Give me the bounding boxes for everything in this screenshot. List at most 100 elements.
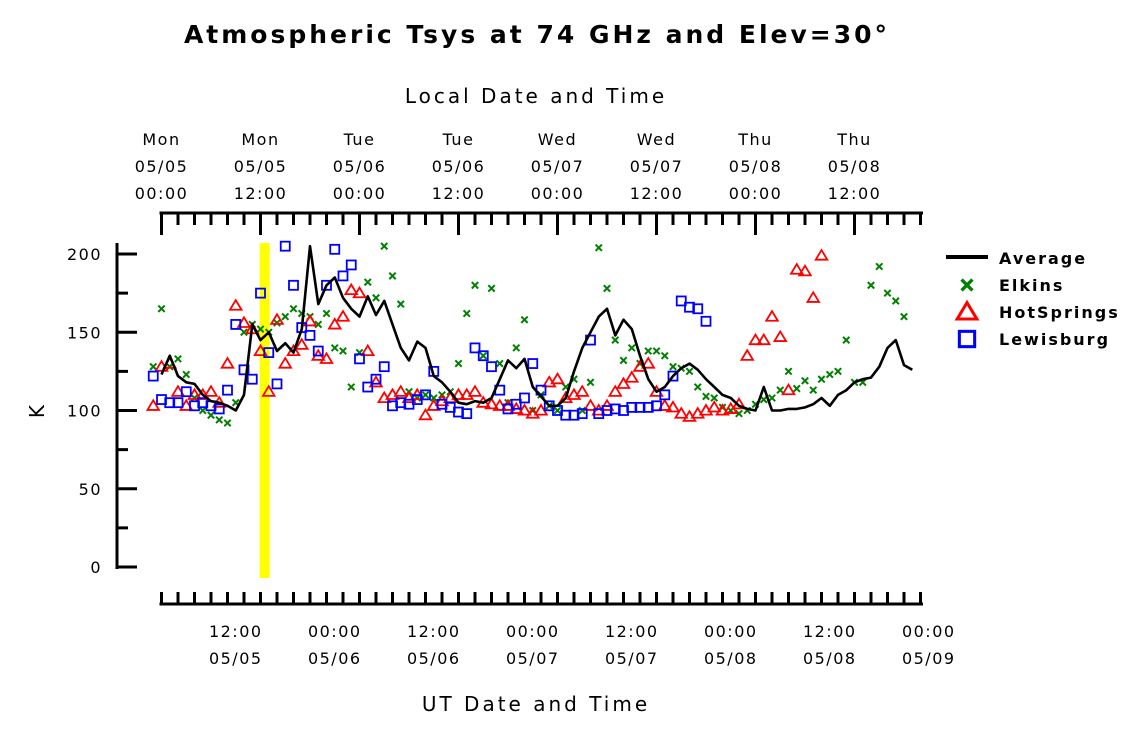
hotsprings-point — [673, 406, 689, 419]
lewisburg-point — [255, 287, 266, 299]
lewisburg-point — [576, 408, 588, 420]
top-tick-label: 05/05 — [234, 157, 288, 176]
bottom-tick-labels: 12:00 05/05 00:00 05/06 12:00 05/06 00:00 05/07… — [209, 622, 956, 668]
lewisburg-point — [370, 373, 382, 385]
top-tick-label: 00:00 — [135, 184, 189, 203]
top-tick-label: Tue — [343, 130, 376, 149]
hotsprings-point — [451, 387, 466, 400]
elkins-point — [825, 370, 834, 379]
lewisburg-point — [477, 350, 489, 362]
elkins-point — [380, 242, 389, 251]
elkins-point — [396, 300, 405, 308]
elkins-point — [479, 351, 488, 360]
lewisburg-point — [337, 270, 349, 282]
hotsprings-point — [393, 384, 409, 397]
elkins-point — [759, 395, 768, 404]
top-tick-label: 05/05 — [135, 157, 189, 176]
elkins-point — [603, 284, 611, 293]
top-tick-label: 05/06 — [333, 157, 387, 176]
hotsprings-point — [640, 356, 656, 369]
top-tick-label: 00:00 — [729, 184, 783, 203]
elkins-point — [900, 312, 908, 321]
hotsprings-point — [748, 332, 763, 346]
lewisburg-point — [288, 279, 299, 291]
top-tick-label: 12:00 — [630, 184, 684, 203]
elkins-point — [660, 351, 669, 360]
lewisburg-point — [304, 329, 316, 341]
hotsprings-point — [574, 384, 590, 397]
hotsprings-point — [805, 290, 821, 303]
hotsprings-point — [781, 382, 796, 396]
elkins-point — [685, 367, 694, 376]
elkins-point — [553, 406, 562, 415]
elkins-point — [289, 304, 298, 313]
lewisburg-point — [461, 408, 473, 420]
legend-label: Elkins — [999, 276, 1064, 295]
hotsprings-point — [756, 332, 772, 346]
hotsprings-point — [467, 384, 483, 397]
lewisburg-point — [675, 295, 687, 307]
hotsprings-point — [764, 309, 780, 322]
series-average — [160, 244, 913, 412]
lewisburg-point — [263, 347, 275, 358]
elkins-point — [594, 243, 603, 252]
y-tick-label: 50 — [79, 480, 102, 499]
elkins-point — [487, 284, 496, 293]
lewisburg-point — [667, 370, 679, 382]
elkins-point — [702, 392, 710, 401]
lewisburg-point — [321, 279, 332, 291]
top-axis-label: Local Date and Time — [405, 84, 667, 108]
hotsprings-point — [302, 314, 318, 327]
top-tick-label: 05/07 — [531, 157, 585, 176]
average-line — [160, 244, 913, 412]
bottom-tick-label: 12:00 — [605, 622, 659, 641]
legend-label: Lewisburg — [999, 330, 1110, 349]
legend-swatch — [957, 329, 977, 349]
lewisburg-point — [312, 345, 324, 357]
lewisburg-point — [246, 373, 258, 385]
y-tick-label: 100 — [67, 402, 102, 421]
legend-item-hotsprings: HotSprings — [954, 299, 1118, 322]
elkins-point — [454, 359, 463, 368]
hotsprings-point — [294, 337, 310, 350]
bottom-tick-label: 05/09 — [902, 649, 956, 668]
lewisburg-point — [527, 358, 539, 369]
hotsprings-point — [319, 351, 334, 364]
elkins-point — [429, 394, 438, 402]
bottom-tick-label: 05/06 — [407, 649, 461, 668]
bottom-tick-label: 05/08 — [803, 649, 857, 668]
hotsprings-point — [550, 371, 565, 385]
elkins-point — [883, 289, 892, 298]
hotsprings-point — [607, 384, 623, 397]
elkins-point — [710, 394, 719, 402]
series-lewisburg — [147, 240, 712, 421]
elkins-point — [165, 362, 174, 371]
elkins-point — [611, 336, 620, 344]
hotsprings-point — [145, 398, 161, 411]
legend-item-lewisburg: Lewisburg — [957, 329, 1110, 349]
hotsprings-point — [665, 400, 681, 413]
lewisburg-point — [700, 315, 712, 327]
hotsprings-point — [772, 329, 788, 342]
lewisburg-point — [354, 353, 365, 365]
elkins-point — [834, 367, 842, 376]
elkins-point — [801, 376, 809, 385]
hotsprings-point — [352, 285, 367, 299]
lewisburg-point — [222, 384, 233, 396]
bottom-tick-label: 00:00 — [704, 622, 758, 641]
legend-swatch — [954, 299, 980, 321]
bottom-tick-label: 12:00 — [803, 622, 857, 641]
hotsprings-point — [228, 298, 244, 311]
hotsprings-point — [706, 400, 722, 413]
y-axis-label: K — [25, 402, 49, 418]
elkins-point — [347, 383, 356, 391]
series-layer — [145, 240, 913, 427]
elkins-point — [174, 354, 182, 363]
elkins-point — [627, 343, 636, 352]
elkins-point — [198, 406, 207, 415]
elkins-point — [644, 347, 653, 355]
elkins-point — [462, 309, 471, 318]
elkins-point — [149, 362, 158, 371]
bottom-tick-label: 12:00 — [407, 622, 461, 641]
